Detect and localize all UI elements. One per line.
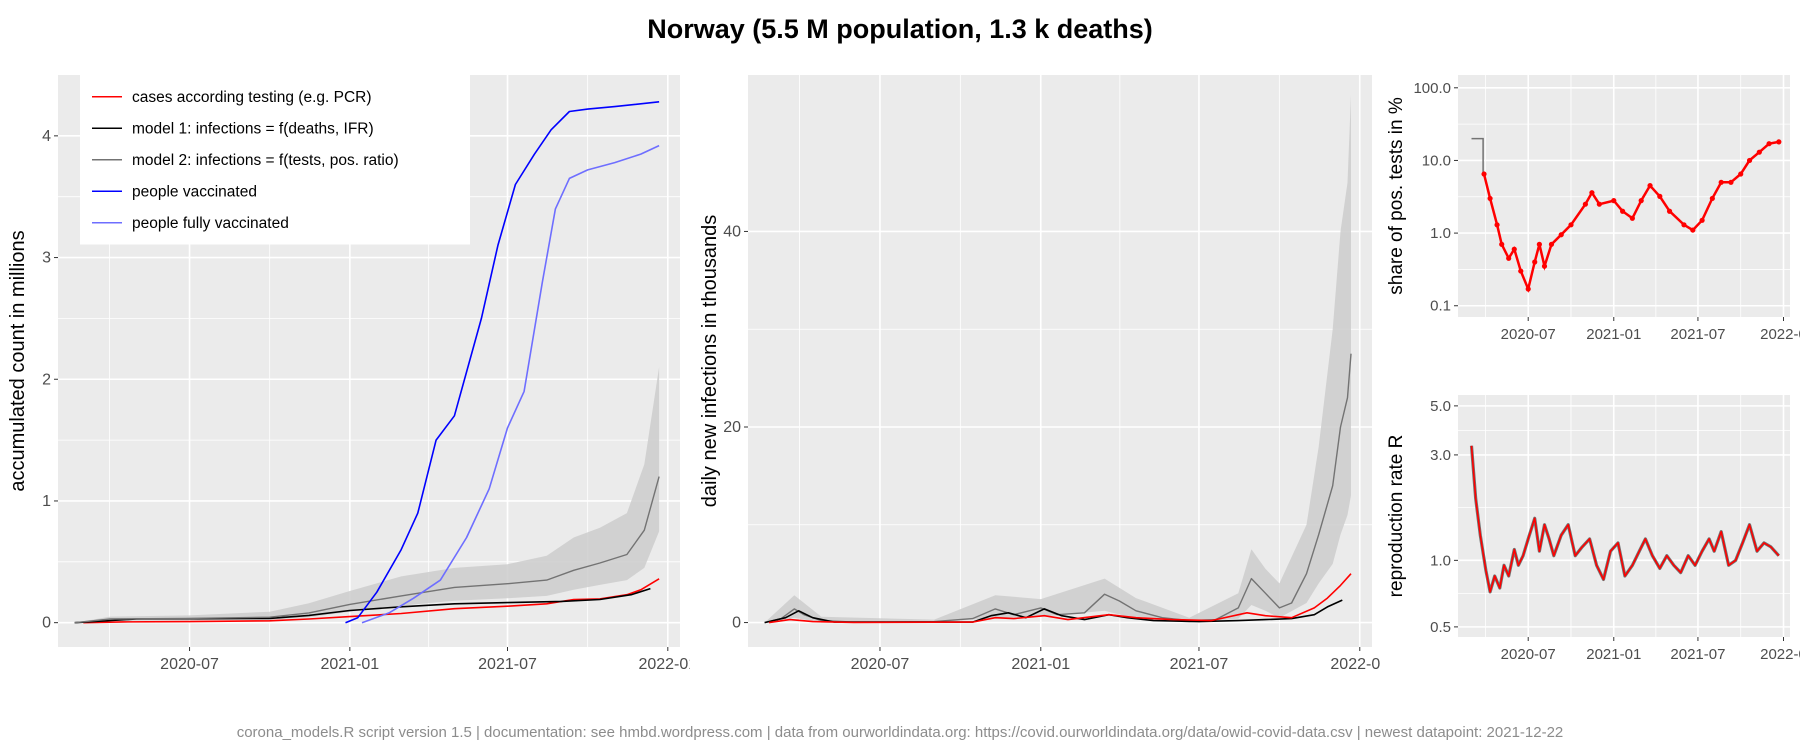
data-point: [1499, 241, 1505, 247]
data-point: [1481, 171, 1487, 177]
x-tick-label: 2020-07: [1501, 646, 1556, 663]
plot-background: [1458, 395, 1790, 637]
y-tick-label: 5.0: [1430, 398, 1451, 415]
data-point: [1582, 201, 1589, 207]
data-point: [1690, 227, 1696, 233]
data-point: [1548, 241, 1555, 247]
data-point: [1746, 157, 1753, 164]
y-tick-label: 3.0: [1430, 447, 1451, 464]
data-point: [1657, 193, 1663, 199]
data-point: [1728, 179, 1734, 185]
x-tick-label: 2022-0: [1760, 646, 1800, 663]
y-tick-label: 40: [723, 223, 741, 240]
series-line: [345, 101, 660, 624]
data-point: [1589, 190, 1595, 196]
x-tick-label: 2021-01: [1011, 656, 1070, 673]
data-point: [1506, 255, 1512, 261]
y-tick-label: 1: [42, 493, 51, 510]
x-tick-label: 2020-07: [851, 656, 910, 673]
plot-area: [1471, 137, 1782, 294]
series-line: [764, 599, 1343, 624]
legend-label: people vaccinated: [132, 183, 257, 200]
x-tick-label: 2021-01: [1586, 646, 1641, 663]
x-tick-label: 2022-01: [638, 656, 690, 673]
data-point: [1536, 241, 1542, 247]
plot-background: [1458, 75, 1790, 317]
data-point: [1568, 222, 1574, 228]
x-tick-label: 2020-07: [1501, 326, 1556, 343]
y-tick-label: 1.0: [1430, 552, 1451, 569]
legend-label: model 1: infections = f(deaths, IFR): [132, 120, 374, 137]
x-tick-label: 2021-01: [1586, 326, 1641, 343]
data-point: [1756, 149, 1762, 155]
y-tick-label: 4: [42, 128, 51, 145]
data-point: [1709, 195, 1715, 202]
y-tick-label: 10.0: [1422, 152, 1451, 169]
data-point: [1766, 141, 1772, 147]
data-point: [1681, 222, 1687, 228]
data-point: [1718, 179, 1724, 185]
data-point: [1629, 215, 1635, 221]
data-point: [1558, 232, 1564, 238]
y-tick-label: 20: [723, 419, 741, 436]
x-tick-label: 2021-07: [478, 656, 537, 673]
legend-label: model 2: infections = f(tests, pos. rati…: [132, 152, 399, 169]
x-tick-label: 2022-01: [1330, 656, 1380, 673]
data-point: [1596, 201, 1602, 207]
data-point: [1525, 286, 1531, 292]
y-axis-label: reproduction rate R: [1386, 435, 1407, 598]
y-tick-label: 0.5: [1430, 619, 1451, 636]
y-tick-label: 0: [42, 615, 51, 632]
y-axis-label: daily new infections in thousands: [699, 215, 721, 507]
y-tick-label: 0.1: [1430, 298, 1451, 315]
series-line: [361, 144, 660, 624]
plot-area: [764, 94, 1352, 624]
data-point: [1738, 171, 1744, 177]
data-point: [1611, 198, 1617, 204]
data-point: [1487, 195, 1493, 202]
data-point: [1699, 217, 1705, 223]
data-point: [1532, 259, 1538, 265]
x-tick-label: 2021-07: [1170, 656, 1229, 673]
x-tick-label: 2021-07: [1670, 646, 1725, 663]
x-tick-label: 2021-01: [320, 656, 379, 673]
legend-label: people fully vaccinated: [132, 215, 289, 232]
data-point: [1494, 222, 1500, 228]
data-point: [1647, 183, 1653, 189]
y-tick-label: 2: [42, 371, 51, 388]
y-tick-label: 100.0: [1413, 80, 1451, 97]
data-point: [1638, 198, 1644, 204]
plot-area: [74, 101, 660, 624]
plot-background: [748, 75, 1372, 647]
y-axis-label: accumulated count in millions: [7, 230, 29, 491]
page-title: Norway (5.5 M population, 1.3 k deaths): [647, 14, 1153, 44]
positive-share-chart: 2020-07 2021-01 2021-07 2022-0 0.1 1.0 10.0 100…: [1386, 75, 1800, 343]
y-axis-label: share of pos. tests in %: [1386, 97, 1407, 295]
data-point: [1776, 139, 1782, 145]
series-line: [1470, 445, 1780, 593]
series-line: [768, 573, 1352, 624]
data-point: [1541, 263, 1548, 269]
data-point: [1518, 268, 1524, 274]
confidence-band: [764, 94, 1351, 623]
data-point: [1666, 208, 1673, 214]
data-point: [1511, 246, 1517, 252]
accumulated-count-chart: 2020-07 2021-01 2021-07 2022-01 0 1 2 3 4 accumul…: [7, 75, 690, 673]
y-tick-label: 0: [732, 615, 741, 632]
x-tick-label: 2022-0: [1760, 326, 1800, 343]
footer-caption: corona_models.R script version 1.5 | doc…: [236, 724, 1564, 741]
y-tick-label: 3: [42, 250, 51, 267]
y-tick-label: 1.0: [1430, 225, 1451, 242]
legend-box: [80, 75, 470, 245]
series-line: [74, 476, 660, 624]
data-point: [1620, 208, 1626, 214]
x-tick-label: 2020-07: [160, 656, 219, 673]
plot-area: [1469, 445, 1780, 594]
reproduction-rate-chart: 2020-07 2021-01 2021-07 2022-0 0.5 1.0 3.0 5.0 r…: [1386, 395, 1800, 663]
x-tick-label: 2021-07: [1670, 326, 1725, 343]
legend-label: cases according testing (e.g. PCR): [132, 89, 372, 106]
